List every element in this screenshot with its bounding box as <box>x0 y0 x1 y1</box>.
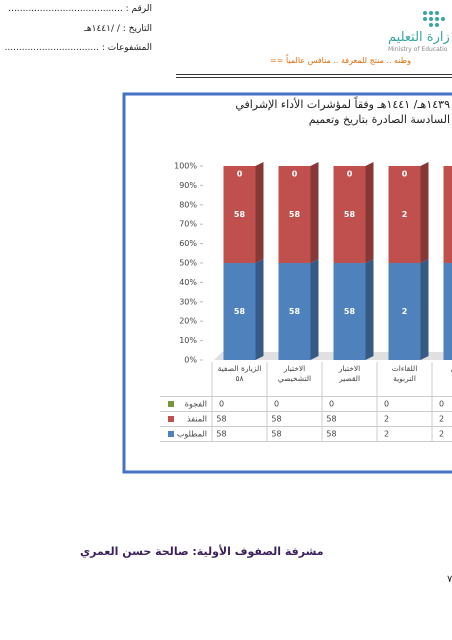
x-tick-label: الاختبار القصير <box>338 364 361 383</box>
y-tick-label: 40% <box>179 278 197 287</box>
y-tick-label: 100% <box>174 162 197 171</box>
y-tick-label: 10% <box>179 336 197 345</box>
legend-key <box>168 431 174 437</box>
table-cell: 58 <box>326 430 336 439</box>
table-cell: 58 <box>326 415 336 424</box>
ministry-en: Ministry of Educatio <box>388 46 448 53</box>
table-cell: 2 <box>384 430 389 439</box>
header-rule <box>176 74 452 78</box>
data-label: 2 <box>402 210 408 219</box>
table-cell: 2 <box>384 415 389 424</box>
data-label: 0 <box>402 170 408 179</box>
data-label: 58 <box>234 210 246 219</box>
legend-label: المطلوب <box>177 430 207 439</box>
legend-key <box>168 401 174 407</box>
data-label: 2 <box>402 307 408 316</box>
bar-side <box>365 162 374 263</box>
logo-dots <box>423 11 445 27</box>
bar-segment <box>333 166 366 263</box>
table-cell: 58 <box>271 415 281 424</box>
chart-title: السادسة الصادرة بتاريخ وتعميم <box>308 113 450 126</box>
page-number: ٧ <box>447 574 452 585</box>
bar-side <box>310 162 319 263</box>
x-tick-label: العمل <box>433 364 452 374</box>
bar-segment <box>223 166 256 263</box>
bar-segment <box>278 166 311 263</box>
table-cell: 0 <box>329 400 334 409</box>
table-cell: 58 <box>216 430 226 439</box>
legend-key <box>168 416 174 422</box>
bar-segment <box>388 263 421 360</box>
y-tick-label: 60% <box>179 239 197 248</box>
data-label: 0 <box>347 170 353 179</box>
bar-side <box>255 259 264 360</box>
bar-segment <box>278 263 311 360</box>
x-tick-label: الاختبار التشخيصي <box>277 364 312 383</box>
bar-side <box>310 259 319 360</box>
y-tick-label: 30% <box>179 297 197 306</box>
y-tick-label: 80% <box>179 200 197 209</box>
x-tick-label: الزيارة الصفية ٥٨ <box>217 364 262 383</box>
slogan: وطنه .. منتج للمعرفة .. منافس عالمياً == <box>270 56 411 65</box>
data-label: 58 <box>344 307 356 316</box>
bar-side <box>420 162 429 263</box>
bar-segment <box>388 166 421 263</box>
y-tick-label: 90% <box>179 181 197 190</box>
legend-label: المنفذ <box>187 415 207 424</box>
x-tick-label: اللقاءات التربوية <box>391 364 418 383</box>
table-cell: 0 <box>384 400 389 409</box>
table-cell: 2 <box>439 415 444 424</box>
bar-side <box>420 259 429 360</box>
data-label: 0 <box>292 170 298 179</box>
y-tick-label: 20% <box>179 317 197 326</box>
data-label: 58 <box>344 210 356 219</box>
data-label: 0 <box>237 170 243 179</box>
attachments-field: المشفوعات : ............................… <box>4 43 152 53</box>
data-label: 58 <box>234 307 246 316</box>
data-label: 58 <box>289 210 301 219</box>
table-cell: 58 <box>271 430 281 439</box>
date-field: التاريخ : / /١٤٤١هـ <box>84 24 152 34</box>
signature: مشرفة الصفوف الأولية: صالحة حسن العمري <box>80 545 324 558</box>
table-cell: 58 <box>216 415 226 424</box>
number-field: الرقم : ................................… <box>8 4 152 14</box>
table-cell: 0 <box>439 400 444 409</box>
ministry-ar: زارة التعليم <box>388 30 450 45</box>
y-tick-label: 70% <box>179 220 197 229</box>
bar-side <box>365 259 374 360</box>
table-cell: 2 <box>439 430 444 439</box>
bar-segment <box>443 166 452 263</box>
bar-segment <box>223 263 256 360</box>
bar-segment <box>333 263 366 360</box>
y-tick-label: 0% <box>184 356 197 365</box>
bar-segment <box>443 263 452 360</box>
table-cell: 0 <box>219 400 224 409</box>
chart-title: ١٤٣٩هـ/ ١٤٤١هـ وفقاً لمؤشرات الأداء الإش… <box>235 98 450 111</box>
legend-label: الفجوة <box>185 400 207 409</box>
y-tick-label: 50% <box>179 259 197 268</box>
bar-side <box>255 162 264 263</box>
data-label: 58 <box>289 307 301 316</box>
table-cell: 0 <box>274 400 279 409</box>
